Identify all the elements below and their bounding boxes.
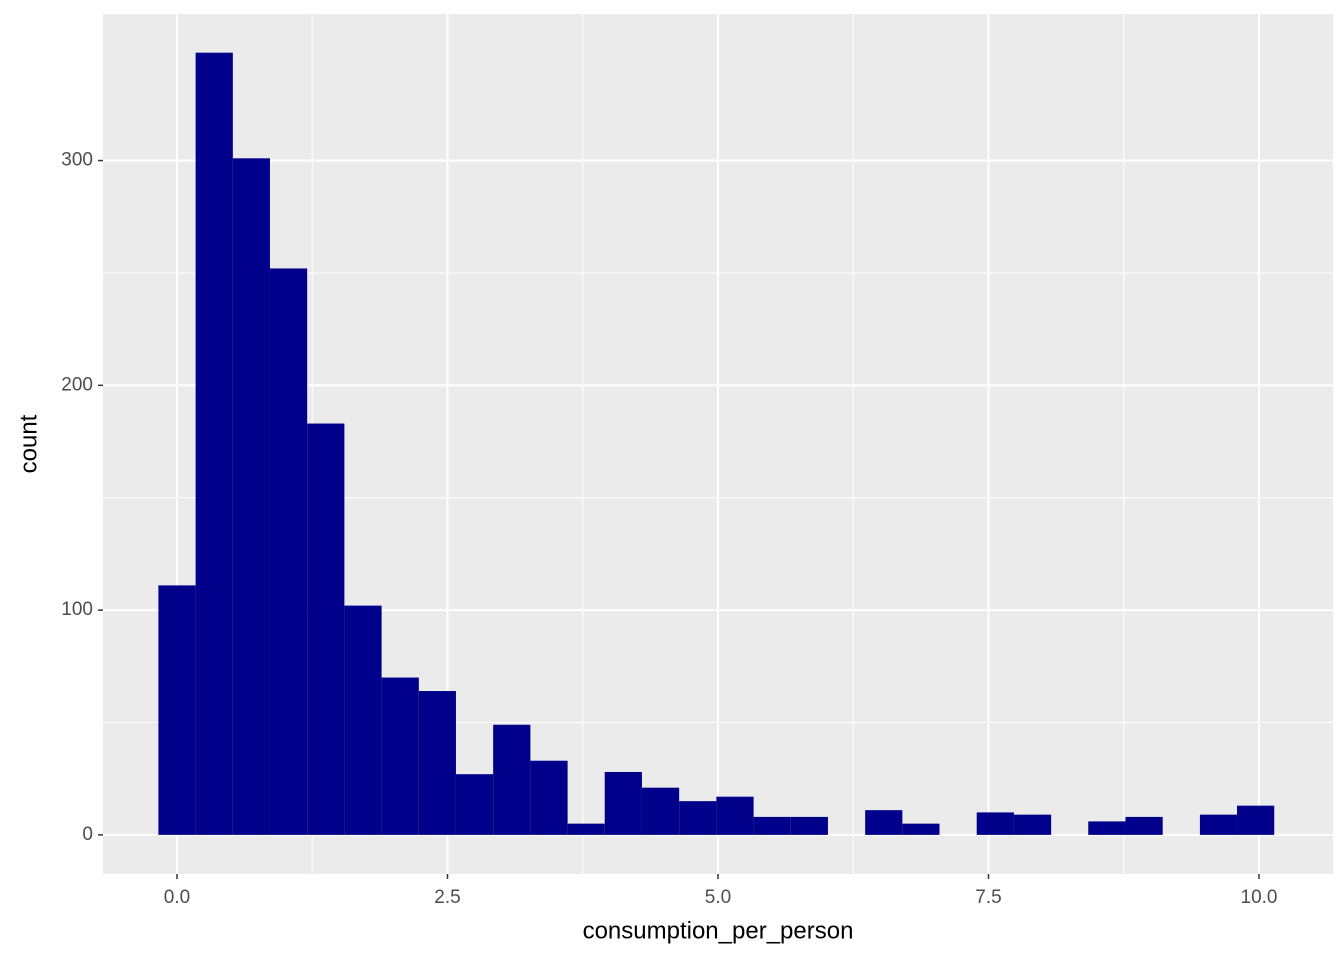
bar <box>716 796 754 835</box>
y-tick-label: 300 <box>61 150 93 171</box>
bar <box>158 585 196 835</box>
bar <box>604 771 642 835</box>
bar <box>530 760 568 835</box>
bar <box>976 812 1014 835</box>
x-tick-label: 0.0 <box>164 887 190 908</box>
bar <box>307 423 345 835</box>
y-axis-title: count <box>15 414 42 473</box>
bar <box>344 605 382 835</box>
y-tick-label: 100 <box>61 599 93 620</box>
bar <box>381 677 419 835</box>
bar <box>1237 805 1275 835</box>
bar <box>1013 814 1052 835</box>
bar <box>195 52 233 835</box>
bar <box>567 823 605 835</box>
bar <box>679 801 717 835</box>
bar <box>790 816 828 835</box>
x-axis-title: consumption_per_person <box>583 917 854 944</box>
bar <box>493 724 531 835</box>
bar <box>865 810 903 835</box>
y-tick-label: 0 <box>82 824 93 845</box>
bar <box>753 816 791 835</box>
bar <box>269 268 308 835</box>
bar <box>1199 814 1238 835</box>
bar <box>418 691 456 835</box>
bar <box>455 774 494 835</box>
bar <box>1125 816 1163 835</box>
bar <box>1088 821 1126 835</box>
x-tick-label: 5.0 <box>705 887 731 908</box>
x-tick-label: 7.5 <box>975 887 1001 908</box>
bar <box>232 158 270 835</box>
bar <box>902 823 940 835</box>
bar <box>641 787 680 835</box>
y-tick-label: 200 <box>61 374 93 395</box>
x-tick-label: 2.5 <box>434 887 460 908</box>
x-tick-label: 10.0 <box>1241 887 1278 908</box>
